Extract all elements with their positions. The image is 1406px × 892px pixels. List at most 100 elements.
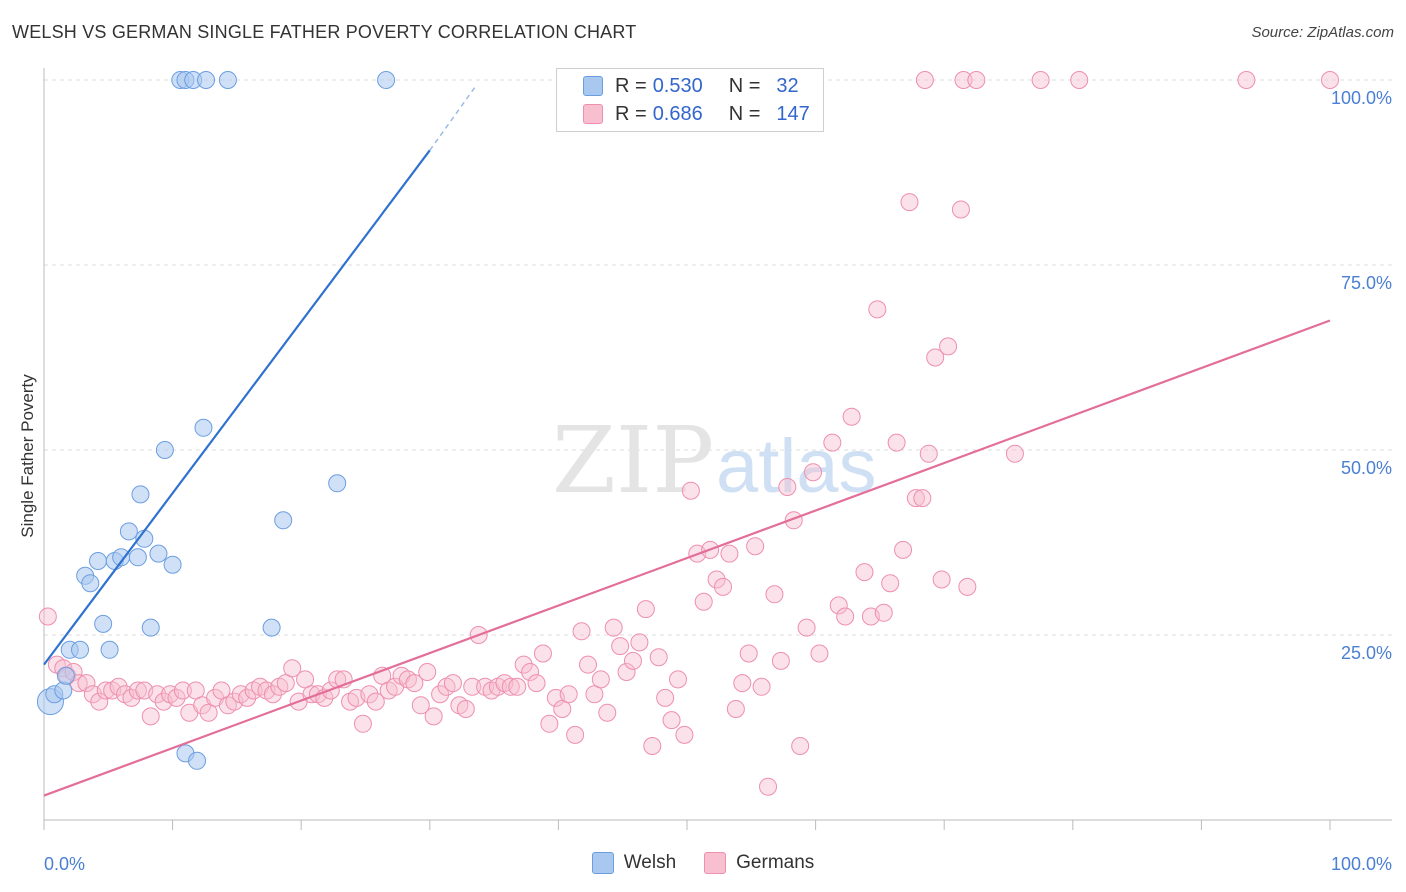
germans-point [823,433,842,452]
germans-point [1031,71,1050,89]
germans-point [527,674,546,693]
legend-item-welsh[interactable]: Welsh [591,852,677,874]
germans-point [199,703,218,722]
germans-point [360,685,379,704]
welsh-point [71,640,90,659]
germans-point [932,570,951,589]
germans-point [881,574,900,593]
germans-point [604,618,623,637]
germans-point [559,685,578,704]
germans-point [874,603,893,622]
welsh-point [89,552,108,570]
welsh-legend-swatch [591,852,614,874]
germans-point [598,703,617,722]
watermark-atlas: atlas [716,424,877,509]
welsh-point [155,441,174,459]
germans-point [868,300,887,319]
germans-point [746,537,765,556]
germans-point [263,685,282,704]
germans-swatch [583,104,603,124]
germans-point [1321,71,1339,89]
germans-point [771,651,790,670]
watermark: ZIP atlas [552,407,877,514]
germans-point [405,674,424,693]
germans-point [967,71,986,89]
germans-point [411,696,430,715]
germans-point [694,592,713,611]
germans-point [585,685,604,704]
germans-point [662,711,681,730]
germans-point [431,685,450,704]
welsh-n-value: 32 [776,74,799,97]
germans-point [900,193,919,212]
germans-point [681,481,700,500]
welsh-point [131,485,150,504]
welsh-point [218,71,237,89]
germans-point [366,692,385,711]
germans-point [797,618,816,637]
legend-row-welsh: R = 0.530 N = 32 [583,72,799,100]
germans-point [186,681,205,700]
germans-point [418,663,437,681]
welsh-r-label: R = [615,74,647,97]
germans-point [765,585,784,604]
germans-point [810,644,829,663]
germans-point [141,707,160,726]
welsh-point [262,618,281,637]
legend-item-germans[interactable]: Germans [704,852,814,874]
germans-point [501,677,520,696]
germans-legend-swatch [704,852,727,874]
germans-point [919,444,938,463]
germans-n-value: 147 [776,102,810,125]
germans-point [752,677,771,696]
y-tick-label: 50.0% [1341,458,1392,478]
germans-point [1005,444,1024,463]
correlation-legend: R = 0.530 N = 32 R = 0.686 N = 147 [556,68,824,132]
germans-point [649,648,668,667]
y-tick-label: 25.0% [1341,643,1392,663]
x-tick-label: 0.0% [44,854,85,874]
x-tick-label: 100.0% [1331,854,1392,874]
germans-point [643,737,662,755]
germans-r-value: 0.686 [652,102,703,125]
germans-point [591,670,610,689]
welsh-point [328,474,347,493]
germans-r-label: R = [615,102,647,125]
germans-point [617,663,636,681]
germans-point [1070,71,1089,89]
trend-lines [43,86,1331,797]
germans-point [212,681,231,700]
chart-title: WELSH VS GERMAN SINGLE FATHER POVERTY CO… [12,22,637,42]
germans-point [954,71,973,89]
germans-point [173,681,192,700]
germans-point [791,737,810,755]
y-tick-label: 75.0% [1341,273,1392,293]
germans-n-label: N = [728,102,761,125]
y-axis-label: Single Father Poverty [18,374,37,538]
welsh-trend-extension [429,86,476,151]
germans-point [553,700,572,718]
germans-point [842,407,861,426]
welsh-point [197,71,216,89]
legend-row-germans: R = 0.686 N = 147 [583,100,810,128]
germans-point [939,337,958,356]
series-legend: Welsh Germans [0,852,1406,874]
germans-point [855,563,874,582]
germans-point [720,544,739,563]
welsh-point [54,681,73,700]
germans-trend-line [43,319,1331,797]
welsh-point [188,751,207,770]
welsh-point [119,522,138,541]
germans-point [915,71,934,89]
germans-point [578,655,597,674]
germans-legend-label: Germans [736,852,815,873]
welsh-r-value: 0.530 [652,74,703,97]
germans-point [656,688,675,707]
welsh-point [100,640,119,659]
germans-point [90,692,109,711]
welsh-points [36,71,396,770]
germans-point [707,570,726,589]
germans-point [675,725,694,744]
welsh-legend-label: Welsh [623,852,677,873]
